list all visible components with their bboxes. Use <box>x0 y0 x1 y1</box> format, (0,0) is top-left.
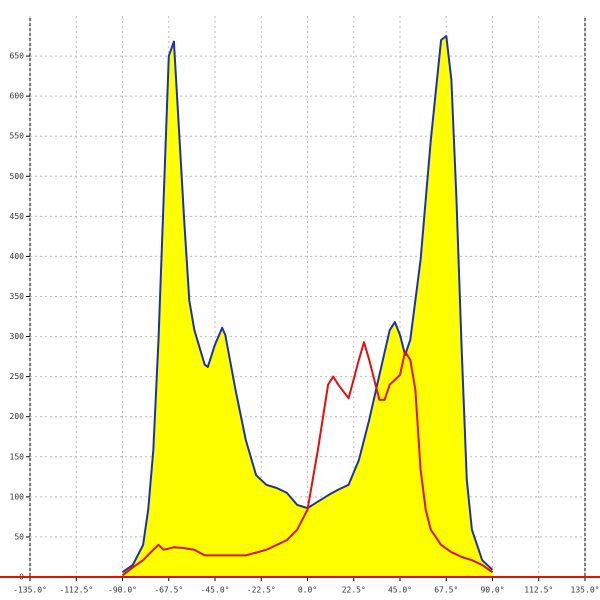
x-tick-label: 135.0° <box>571 586 600 595</box>
y-tick-label: 500 <box>10 172 25 181</box>
x-tick-label: -45.0° <box>201 586 230 595</box>
y-tick-label: 550 <box>10 132 25 141</box>
y-tick-label: 200 <box>10 412 25 421</box>
y-tick-label: 250 <box>10 372 25 381</box>
area-fill <box>122 36 493 577</box>
x-tick-label: -22.5° <box>247 586 276 595</box>
x-tick-label: -135.0° <box>13 586 47 595</box>
y-tick-label: 600 <box>10 92 25 101</box>
x-tick-label: -112.5° <box>59 586 93 595</box>
x-tick-label: -90.0° <box>108 586 137 595</box>
y-tick-label: 50 <box>14 532 24 541</box>
series-line <box>121 35 494 574</box>
y-tick-label: 400 <box>10 252 25 261</box>
x-tick-label: -67.5° <box>154 586 183 595</box>
x-tick-label: 0.0° <box>298 586 317 595</box>
y-tick-label: 100 <box>10 492 25 501</box>
y-tick-label: 650 <box>10 52 25 61</box>
x-tick-label: 22.5° <box>342 586 366 595</box>
y-tick-label: 350 <box>10 292 25 301</box>
y-tick-label: 300 <box>10 332 25 341</box>
x-tick-label: 90.0° <box>480 586 504 595</box>
x-tick-label: 67.5° <box>434 586 458 595</box>
x-tick-label: 112.5° <box>524 586 553 595</box>
x-tick-label: 45.0° <box>388 586 412 595</box>
y-tick-label: 150 <box>10 452 25 461</box>
y-tick-label: 450 <box>10 212 25 221</box>
series-line <box>121 341 494 577</box>
